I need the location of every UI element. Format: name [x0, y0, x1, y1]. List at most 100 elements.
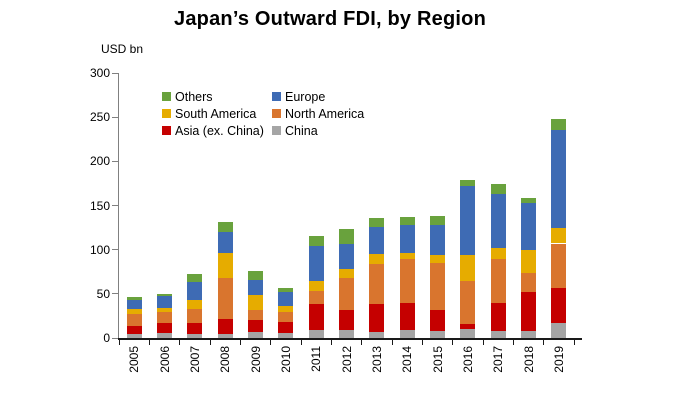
bar-segment	[308, 291, 324, 304]
y-tick-mark	[112, 116, 118, 118]
bar-segment	[460, 255, 476, 282]
bar-segment	[369, 226, 385, 254]
bar-segment	[369, 263, 385, 305]
x-tick-mark	[239, 340, 241, 345]
bar-segment	[430, 215, 445, 225]
legend-label: Others	[175, 89, 213, 104]
x-tick-mark	[118, 340, 120, 345]
bar-segment	[490, 247, 506, 259]
legend-swatch-icon	[272, 92, 281, 101]
bar-segment	[248, 332, 263, 338]
plot-area: 0 50 100 150 200 250 300 2005 2006 2007 2008 2009 20…	[90, 66, 582, 373]
bar-segment	[521, 272, 536, 293]
bar-segment	[157, 311, 172, 323]
y-tick-mark	[112, 72, 118, 74]
legend-label: South America	[175, 106, 257, 121]
bar-segment	[217, 232, 233, 253]
x-tick-label: 2016	[460, 346, 475, 373]
y-tick-label: 100	[89, 242, 110, 257]
legend-label: Europe	[285, 89, 326, 104]
bar-segment	[278, 311, 294, 322]
bar-segment	[248, 294, 263, 311]
bar-segment	[399, 303, 415, 331]
bar-segment	[369, 332, 385, 338]
legend-swatch-icon	[162, 92, 171, 101]
legend-swatch-icon	[162, 126, 171, 135]
bar-segment	[126, 299, 142, 309]
y-tick-mark	[112, 337, 118, 339]
y-tick-mark	[112, 249, 118, 251]
bar-segment	[399, 224, 415, 253]
legend-swatch-icon	[272, 109, 281, 118]
x-tick-label: 2019	[551, 346, 566, 373]
x-tick-label: 2006	[157, 346, 172, 373]
bar-segment	[399, 252, 415, 260]
bar-segment	[157, 307, 172, 312]
bar-segment	[157, 293, 172, 297]
x-tick-mark	[179, 340, 181, 345]
x-tick-label: 2011	[309, 346, 324, 372]
bar-segment	[369, 253, 385, 264]
bar-segment	[126, 314, 142, 326]
bar-segment	[521, 203, 536, 250]
bar-segment	[339, 243, 354, 270]
bar-segment	[460, 281, 476, 324]
bar-segment	[521, 249, 536, 273]
y-axis-unit-label: USD bn	[101, 42, 144, 56]
legend-label: Asia (ex. China)	[175, 123, 264, 138]
bar-segment	[187, 308, 203, 323]
bar-segment	[521, 198, 536, 204]
bar-segment	[369, 218, 385, 227]
bar-segment	[126, 297, 142, 300]
bar-segment	[339, 277, 354, 310]
bar-segment	[339, 269, 354, 278]
bar-segment	[339, 309, 354, 331]
legend-item: South America	[162, 105, 272, 122]
bar-segment	[460, 323, 476, 329]
x-tick-mark	[330, 340, 332, 345]
bar-segment	[308, 281, 324, 292]
bar-segment	[460, 186, 476, 256]
x-tick-label: 2010	[278, 346, 293, 373]
bar-segment	[126, 308, 142, 315]
bar-segment	[339, 330, 354, 338]
bar-segment	[126, 325, 142, 334]
x-tick-mark	[361, 340, 363, 345]
bar-segment	[430, 255, 445, 263]
y-tick-label: 150	[89, 198, 110, 213]
bar-segment	[248, 320, 263, 333]
bar-segment	[187, 281, 203, 301]
bar-segment	[399, 217, 415, 225]
bar-segment	[187, 333, 203, 338]
x-tick-label: 2007	[187, 346, 202, 373]
x-tick-mark	[543, 340, 545, 345]
x-tick-label: 2009	[248, 346, 263, 373]
bar-segment	[430, 330, 445, 338]
bar-segment	[126, 333, 142, 338]
x-axis-line	[118, 338, 582, 340]
x-tick-label: 2013	[369, 346, 384, 373]
bar-segment	[490, 302, 506, 331]
legend-swatch-icon	[162, 109, 171, 118]
legend-item: North America	[272, 105, 364, 122]
chart-legend: Others Europe South America North America As…	[162, 88, 364, 139]
bar-segment	[551, 322, 567, 338]
x-tick-mark	[391, 340, 393, 345]
bar-segment	[157, 332, 172, 338]
bar-segment	[521, 331, 536, 338]
y-tick-mark	[112, 160, 118, 162]
legend-label: China	[285, 123, 318, 138]
bar-segment	[278, 321, 294, 334]
x-tick-label: 2017	[491, 346, 506, 373]
x-tick-label: 2014	[400, 346, 415, 373]
bar-segment	[551, 243, 567, 288]
bar-segment	[369, 304, 385, 333]
bar-segment	[399, 259, 415, 304]
bar-segment	[157, 296, 172, 308]
bar-segment	[490, 330, 506, 338]
legend-item: China	[272, 122, 364, 139]
bar-segment	[430, 262, 445, 311]
y-tick-label: 300	[89, 66, 110, 80]
bar-segment	[278, 288, 294, 292]
